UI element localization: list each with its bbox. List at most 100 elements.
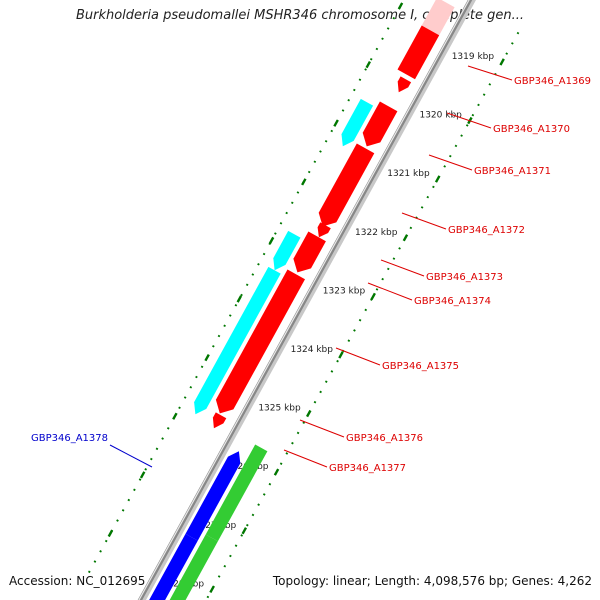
major-tick: [273, 468, 280, 476]
tick-dot: [183, 396, 187, 399]
leader-line-gbp346-a1373: [380, 259, 425, 277]
major-tick: [241, 527, 248, 535]
leader-line-gbp346-a1369: [467, 65, 513, 81]
tick-dot: [398, 247, 401, 250]
tick-dot: [274, 232, 277, 235]
feature-label-gbp346-a1371[interactable]: GBP346_A1371: [474, 166, 551, 177]
major-tick: [301, 178, 307, 186]
major-tick: [434, 175, 441, 183]
tick-dot: [347, 339, 351, 342]
tick-dot: [296, 191, 300, 194]
reverse-tick-row: [206, 31, 520, 599]
gene-A1374[interactable]: [293, 231, 326, 273]
tick-dot: [228, 314, 232, 317]
tick-dot: [268, 482, 272, 486]
tick-dot: [341, 109, 345, 112]
gene-A1375[interactable]: [215, 269, 305, 414]
map-title: Burkholderia pseudomallei MSHR346 chromo…: [75, 8, 525, 23]
tick-dot: [121, 509, 125, 512]
tick-dot: [432, 185, 435, 189]
tick-dot: [206, 595, 210, 599]
tick-dot: [369, 57, 373, 61]
tick-dot: [178, 406, 181, 410]
feature-label-gbp346-a1374[interactable]: GBP346_A1374: [414, 296, 491, 307]
gene-A1377[interactable]: [212, 412, 227, 429]
tick-dot: [285, 211, 288, 215]
cds-A1371[interactable]: [341, 98, 374, 147]
tick-dot: [217, 334, 221, 338]
cds-A1375[interactable]: [194, 266, 281, 415]
leader-line-gbp346-a1375: [335, 347, 381, 366]
leader-line-gbp346-a1371: [428, 154, 473, 171]
leader-line-gbp346-a1372: [401, 212, 447, 230]
tick-dot: [150, 457, 153, 461]
cds-A1378-cont[interactable]: [147, 533, 198, 600]
feature-label-gbp346-a1375[interactable]: GBP346_A1375: [382, 361, 459, 372]
major-tick: [107, 529, 114, 538]
tick-dot: [324, 139, 328, 143]
major-tick: [370, 292, 376, 300]
tick-dot: [313, 160, 317, 164]
tick-dot: [144, 468, 148, 471]
major-tick: [365, 61, 371, 69]
tick-dot: [449, 154, 452, 158]
tick-dot: [471, 113, 475, 117]
tick-dot: [104, 539, 108, 543]
tick-dot: [245, 283, 249, 287]
tick-dot: [161, 437, 164, 440]
major-tick: [333, 119, 339, 127]
feature-label-gbp346-a1372[interactable]: GBP346_A1372: [448, 225, 525, 236]
cds-A1374[interactable]: [273, 230, 301, 271]
tick-dot: [223, 324, 226, 328]
gene-A1373[interactable]: [317, 222, 331, 238]
feature-label-gbp346-a1376[interactable]: GBP346_A1376: [346, 433, 423, 444]
gene-A1378[interactable]: [205, 444, 268, 542]
gene-A1371[interactable]: [362, 101, 398, 147]
tick-dot: [426, 195, 430, 199]
tick-dot: [465, 124, 469, 127]
major-tick: [139, 471, 146, 479]
feature-label-gbp346-a1378[interactable]: GBP346_A1378: [31, 433, 108, 444]
tick-dot: [381, 277, 384, 281]
leader-line-gbp346-a1376: [299, 419, 345, 438]
tick-dot: [195, 375, 198, 379]
tick-dot: [358, 78, 362, 82]
accession-text: Accession: NC_012695: [9, 574, 146, 588]
tick-dot: [93, 560, 97, 563]
tick-dot: [246, 523, 249, 527]
cds-A1378[interactable]: [185, 451, 241, 541]
tick-dot: [330, 129, 334, 133]
feature-label-gbp346-a1377[interactable]: GBP346_A1377: [329, 463, 406, 474]
tick-dot: [262, 252, 266, 256]
tick-dot: [302, 421, 306, 424]
gene-A1370[interactable]: [397, 76, 412, 93]
tick-dot: [212, 345, 215, 348]
gene-A1372[interactable]: [318, 143, 375, 227]
feature-label-gbp346-a1369[interactable]: GBP346_A1369: [514, 76, 591, 87]
tick-dot: [240, 293, 243, 297]
gene-A1369[interactable]: [397, 25, 440, 80]
tick-dot: [516, 31, 520, 35]
tick-dot: [409, 226, 413, 230]
tick-dot: [392, 257, 396, 260]
kbp-tick-label-1324: 1324 kbp: [291, 345, 334, 355]
gene-A1378-cont[interactable]: [163, 534, 218, 600]
kbp-tick-label-1320: 1320 kbp: [419, 111, 462, 121]
feature-label-gbp346-a1373[interactable]: GBP346_A1373: [426, 272, 503, 283]
tick-dot: [234, 304, 238, 307]
tick-dot: [200, 365, 204, 369]
tick-dot: [381, 37, 384, 40]
gene-A1369-faded[interactable]: [421, 0, 455, 36]
feature-label-gbp346-a1370[interactable]: GBP346_A1370: [493, 124, 570, 135]
tick-dot: [454, 144, 458, 148]
tick-dot: [166, 427, 170, 430]
major-tick: [499, 58, 505, 66]
tick-dot: [307, 170, 311, 174]
tick-dot: [364, 308, 368, 312]
backbone-highlight: [138, 0, 470, 600]
major-tick: [236, 295, 243, 303]
tick-dot: [392, 16, 396, 20]
tick-dot: [257, 503, 260, 506]
tick-dot: [234, 544, 238, 547]
